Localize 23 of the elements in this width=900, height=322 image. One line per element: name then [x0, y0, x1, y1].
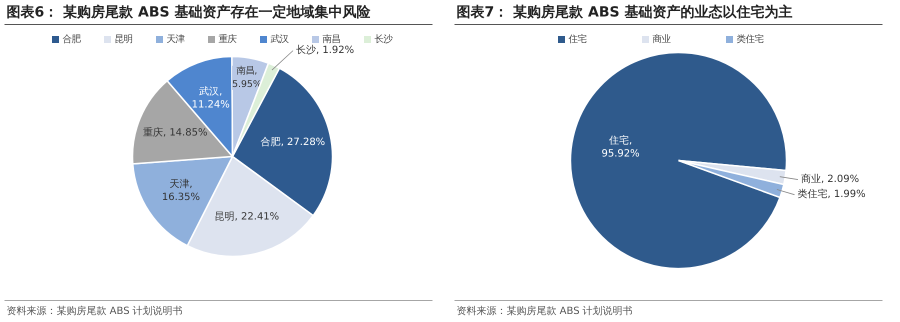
legend-label: 天津	[166, 34, 184, 45]
chart-title: 图表7： 某购房尾款 ABS 基础资产的业态以住宅为主	[456, 4, 792, 20]
legend-label: 合肥	[62, 34, 80, 45]
legend-label: 重庆	[218, 34, 236, 45]
data-label: 天津, 16.35%	[162, 178, 200, 203]
data-label: 类住宅, 1.99%	[798, 188, 866, 200]
data-label: 商业, 2.09%	[800, 173, 860, 186]
legend-label: 南昌	[322, 34, 340, 45]
data-label: 长沙, 1.92%	[296, 44, 354, 56]
legend-label: 长沙	[374, 34, 392, 45]
legend-label: 住宅	[568, 34, 586, 45]
data-label: 武汉, 11.24%	[192, 85, 230, 111]
data-label: 昆明, 22.41%	[214, 211, 280, 222]
legend-label: 类住宅	[736, 34, 764, 45]
data-label: 住宅, 95.92%	[601, 134, 640, 160]
legend-label: 武汉	[270, 34, 288, 45]
legend-label: 商业	[652, 34, 670, 45]
chart-title: 图表6： 某购房尾款 ABS 基础资产存在一定地域集中风险	[6, 4, 372, 20]
text: 资料来源：某购房尾款 ABS 计划说明书	[456, 305, 633, 317]
text: 资料来源：某购房尾款 ABS 计划说明书	[6, 305, 183, 317]
legend-label: 昆明	[114, 34, 132, 45]
data-label: 合肥, 27.28%	[260, 136, 326, 148]
data-label: 重庆, 14.85%	[142, 126, 208, 138]
